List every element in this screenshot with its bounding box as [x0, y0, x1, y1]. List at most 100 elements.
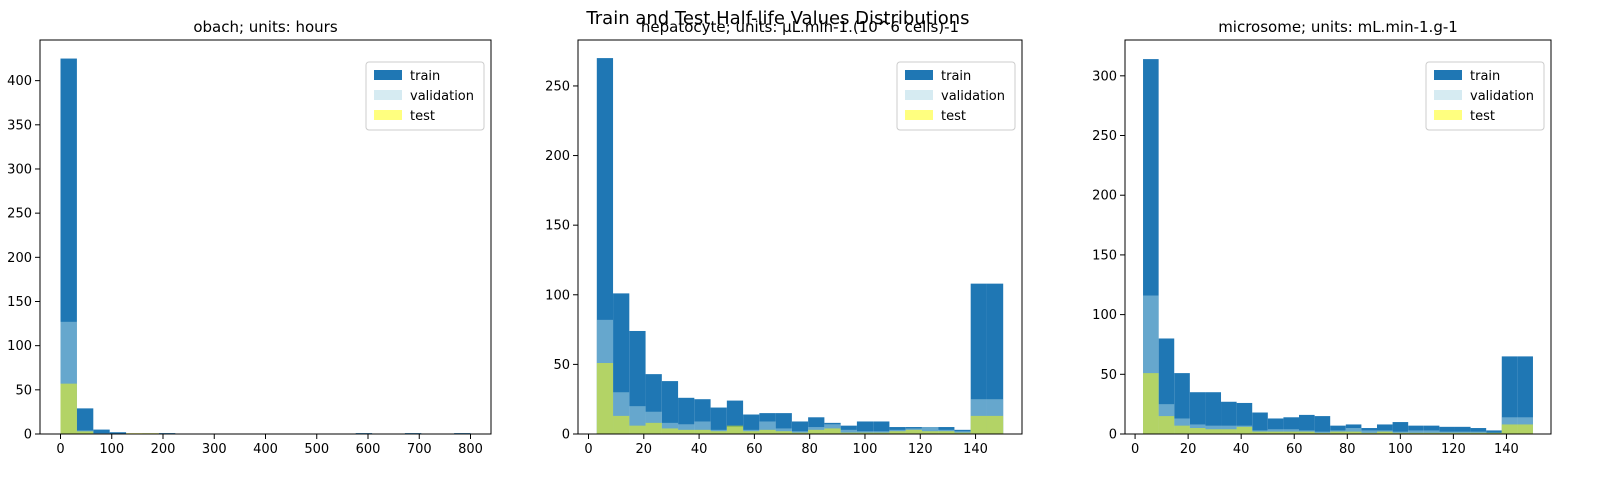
bar-test	[954, 432, 971, 434]
bar-test	[986, 415, 1004, 434]
bar-test	[1299, 431, 1315, 434]
bar-test	[970, 415, 987, 434]
y-tick-label: 300	[7, 162, 32, 177]
y-tick-label: 100	[1092, 308, 1117, 323]
y-tick-label: 0	[562, 428, 570, 443]
bar-test	[1423, 432, 1440, 434]
chart-panel-2: 0 20 40 60 80 100 120 140 0 50 100 150 200 250 hepatoc…	[545, 18, 1023, 457]
bar-test	[1486, 432, 1502, 434]
bar-test	[1470, 432, 1487, 434]
x-tick-label: 100	[853, 442, 878, 457]
bar-train	[1376, 424, 1393, 434]
legend-label-test: test	[1470, 109, 1495, 124]
bar-train	[986, 283, 1004, 434]
bar-test	[905, 429, 922, 434]
series-test	[596, 362, 1004, 434]
bar-test	[938, 431, 955, 434]
bar-test	[645, 422, 662, 434]
y-tick-label: 50	[1100, 368, 1117, 383]
bar-test	[743, 431, 760, 434]
legend-swatch-test	[374, 110, 402, 120]
legend-label-validation: validation	[1470, 89, 1534, 104]
bar-test	[759, 429, 776, 434]
bar-test	[791, 432, 809, 434]
legend-label-test: test	[410, 109, 435, 124]
bar-test	[808, 429, 825, 434]
bar-test	[1174, 425, 1190, 434]
y-tick-label: 300	[1092, 69, 1117, 84]
y-tick-label: 250	[7, 207, 32, 222]
bar-test	[1439, 432, 1455, 434]
bar-test	[661, 428, 679, 434]
legend-label-test: test	[941, 109, 966, 124]
bar-test	[76, 431, 94, 434]
bar-train	[1454, 426, 1471, 434]
legend-swatch-validation	[374, 90, 402, 100]
x-tick-label: 120	[1441, 442, 1466, 457]
x-tick-label: 0	[1131, 442, 1139, 457]
figure-suptitle: Train and Test Half-life Values Distribu…	[585, 8, 969, 29]
bar-train	[1408, 425, 1424, 434]
x-tick-label: 700	[407, 442, 432, 457]
legend: train validation test	[365, 61, 485, 131]
bar-train	[1252, 412, 1268, 434]
panel-title: microsome; units: mL.min-1.g-1	[1218, 18, 1458, 36]
chart-panel-1: 0 100 200 300 400 500 600 700 800 0 50 100 150 200 250…	[7, 18, 492, 457]
bar-validation	[1361, 430, 1377, 434]
bar-test	[613, 415, 630, 434]
bar-test	[726, 425, 744, 434]
bar-test	[1143, 373, 1159, 434]
legend-swatch-test	[1434, 110, 1462, 120]
axes-frame	[577, 39, 1023, 435]
bar-train	[1470, 428, 1487, 434]
bar-test	[1454, 432, 1471, 434]
bar-test	[1189, 428, 1206, 434]
x-tick-label: 60	[1286, 442, 1303, 457]
bar-test	[596, 362, 614, 434]
legend: train validation test	[1425, 61, 1545, 131]
y-tick-label: 150	[1092, 248, 1117, 263]
x-tick-label: 500	[304, 442, 329, 457]
bar-test	[775, 431, 792, 434]
bar-test	[1158, 416, 1175, 434]
y-tick-label: 350	[7, 118, 32, 133]
legend-swatch-validation	[905, 90, 933, 100]
y-tick-label: 100	[545, 288, 570, 303]
bar-test	[873, 432, 890, 434]
chart-panel-3: 0 20 40 60 80 100 120 140 0 50 100 150 200 250 300 micr…	[1092, 18, 1552, 457]
bar-train	[1517, 356, 1533, 434]
bar-test	[1361, 432, 1377, 434]
bar-test	[1517, 424, 1533, 434]
legend-label-validation: validation	[941, 89, 1005, 104]
bar-test	[1408, 432, 1424, 434]
y-tick-label: 400	[7, 74, 32, 89]
x-tick-label: 140	[1494, 442, 1519, 457]
bar-train	[1299, 414, 1315, 434]
x-tick-label: 0	[584, 442, 592, 457]
x-tick-label: 60	[746, 442, 763, 457]
bar-test	[1392, 432, 1409, 434]
bar-train	[109, 432, 127, 434]
bar-train	[791, 421, 809, 434]
bar-train	[840, 425, 857, 434]
x-tick-label: 400	[253, 442, 278, 457]
panel-title: hepatocyte; units: µL.min-1.(10^6 cells)…	[641, 18, 959, 36]
x-tick-label: 80	[801, 442, 818, 457]
legend-swatch-train	[905, 70, 933, 80]
x-tick-label: 140	[963, 442, 988, 457]
y-tick-label: 250	[545, 79, 570, 94]
x-tick-label: 80	[1339, 442, 1356, 457]
legend-swatch-train	[1434, 70, 1462, 80]
bar-test	[678, 429, 695, 434]
bar-validation	[678, 424, 695, 434]
x-tick-label: 40	[1233, 442, 1250, 457]
bar-train	[76, 408, 94, 434]
legend-swatch-validation	[1434, 90, 1462, 100]
bar-test	[840, 432, 857, 434]
y-tick-label: 0	[1109, 428, 1117, 443]
x-tick-label: 100	[1388, 442, 1413, 457]
bar-train	[1205, 392, 1222, 434]
panel-title: obach; units: hours	[193, 18, 338, 36]
bar-train	[661, 381, 679, 434]
bar-validation	[840, 429, 857, 434]
